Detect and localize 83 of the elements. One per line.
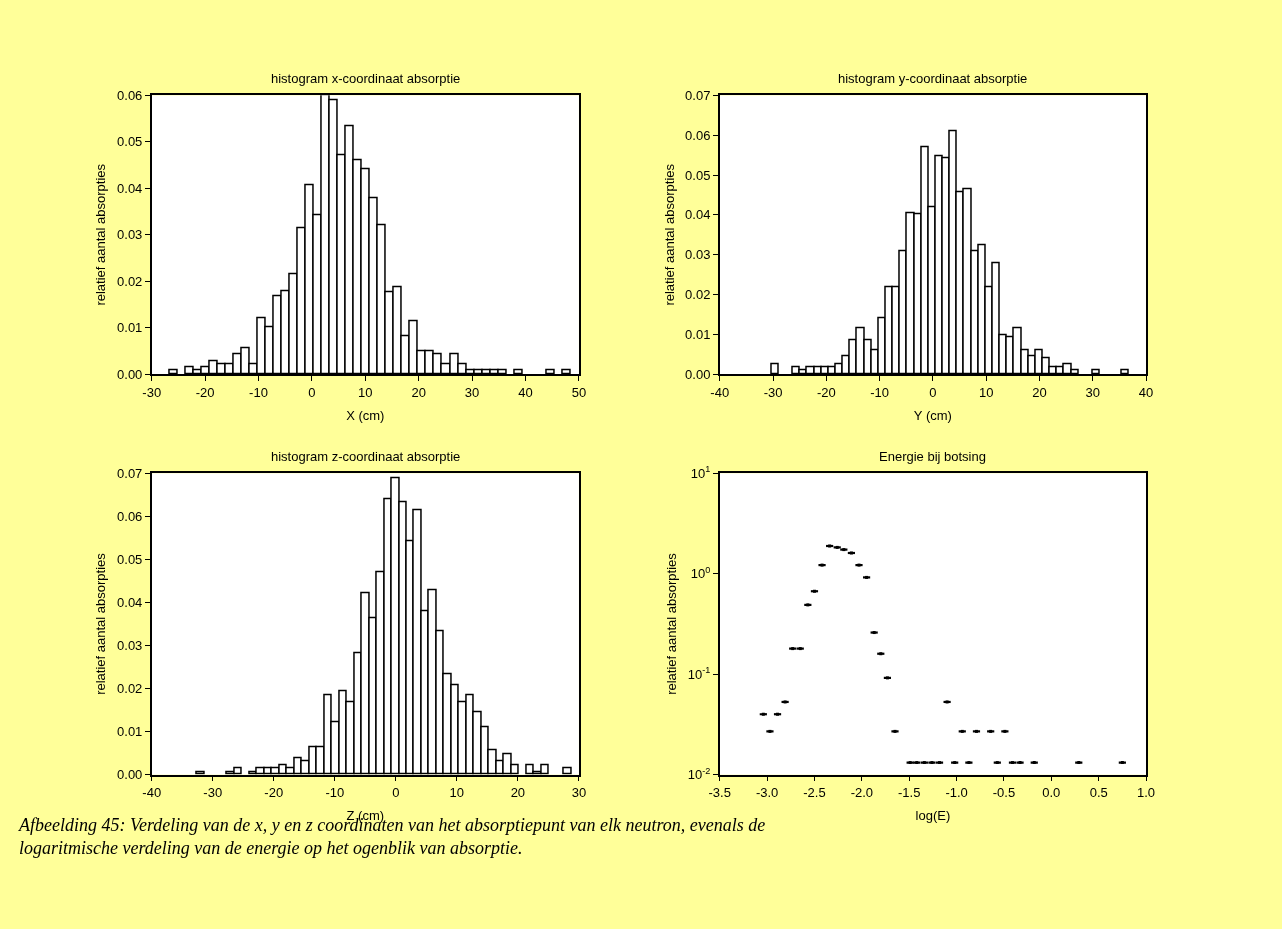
y-tick-label: 0.00 <box>117 366 143 382</box>
y-tick-label: 0.03 <box>117 638 143 654</box>
point <box>885 676 889 680</box>
y-tick-label: 10$^{1}$ <box>690 464 711 481</box>
x-tick-label: -40 <box>710 384 730 400</box>
point <box>812 589 816 593</box>
y-tick-label: 0.01 <box>685 326 711 342</box>
x-tick-label: -30 <box>142 384 162 400</box>
x-tick-label: 0 <box>929 384 937 400</box>
x-tick-label: 0.0 <box>1042 785 1061 801</box>
x-tick-label: -20 <box>264 785 284 801</box>
x-tick-label: -40 <box>142 785 162 801</box>
x-tick-label: 20 <box>510 785 526 801</box>
x-tick-label: 1.0 <box>1137 785 1156 801</box>
x-tick-label: 40 <box>1138 384 1154 400</box>
x-tick-label: -10 <box>249 384 268 400</box>
y-tick-label: 0.06 <box>685 127 711 143</box>
y-tick-label: 0.00 <box>117 767 143 783</box>
y-tick-label: 0.05 <box>685 167 711 183</box>
y-tick-label: 10$^{-2}$ <box>687 765 711 783</box>
x-tick-label: 30 <box>1085 384 1100 400</box>
y-tick-label: 0.07 <box>117 465 143 481</box>
chart-title: histogram z-coordinaat absorptie <box>271 449 461 464</box>
x-tick-label: -2.0 <box>850 785 874 801</box>
x-tick-label: 20 <box>1032 384 1047 400</box>
y-tick-label: 0.04 <box>117 180 143 196</box>
x-tick-label: -2.5 <box>803 785 826 801</box>
x-axis-title: Y (cm) <box>913 407 952 423</box>
x-tick-label: 30 <box>571 785 587 801</box>
point <box>776 712 780 716</box>
y-tick-label: 0.03 <box>685 247 711 263</box>
chart-title: histogram x-coordinaat absorptie <box>271 71 461 86</box>
x-axis-title: log(E) <box>915 808 951 824</box>
y-tick-label: 0.04 <box>117 595 143 611</box>
x-tick-label: -1.5 <box>898 785 921 801</box>
x-tick-label: 10 <box>449 785 465 801</box>
x-tick-label: -10 <box>870 384 889 400</box>
x-tick-label: 0 <box>308 384 316 400</box>
x-tick-label: 50 <box>571 384 587 400</box>
y-tick-label: 0.02 <box>117 681 143 697</box>
x-tick-label: 10 <box>978 384 994 400</box>
y-tick-label: 0.07 <box>685 87 711 103</box>
point <box>849 551 853 555</box>
x-tick-label: -3.5 <box>708 785 731 801</box>
x-tick-label: -3.0 <box>755 785 779 801</box>
x-tick-label: -30 <box>203 785 223 801</box>
y-tick-label: 0.04 <box>685 207 711 223</box>
y-tick-label: 0.05 <box>117 551 143 567</box>
x-tick-label: -30 <box>763 384 783 400</box>
y-tick-label: 0.03 <box>117 227 143 243</box>
chart-title: Energie bij botsing <box>879 449 986 464</box>
point <box>828 544 832 548</box>
point <box>922 761 926 765</box>
point <box>865 575 869 579</box>
x-tick-label: -0.5 <box>992 785 1016 801</box>
y-tick-label: 0.02 <box>685 287 711 303</box>
x-axis-title: X (cm) <box>346 407 385 423</box>
x-tick-label: 0.5 <box>1089 785 1108 801</box>
point <box>974 729 978 733</box>
x-tick-label: -20 <box>816 384 836 400</box>
y-axis-title: relatief aantal absorpties <box>661 163 677 306</box>
x-tick-label: 30 <box>464 384 480 400</box>
point <box>1120 761 1124 765</box>
y-axis-title: relatief aantal absorpties <box>664 552 680 695</box>
x-tick-label: 20 <box>411 384 426 400</box>
y-tick-label: 0.00 <box>685 366 711 382</box>
x-tick-label: -1.0 <box>945 785 968 801</box>
x-tick-label: -20 <box>195 384 215 400</box>
chart-title: histogram y-coordinaat absorptie <box>838 71 1028 86</box>
y-axis-title: relatief aantal absorpties <box>93 552 109 695</box>
x-tick-label: 0 <box>392 785 400 801</box>
y-tick-label: 0.06 <box>117 508 143 524</box>
y-tick-label: 0.06 <box>117 87 143 103</box>
y-tick-label: 0.01 <box>117 320 143 336</box>
y-tick-label: 10$^{-1}$ <box>687 665 711 682</box>
y-axis-title: relatief aantal absorpties <box>93 163 109 306</box>
y-tick-label: 10$^{0}$ <box>690 564 711 582</box>
y-tick-label: 0.02 <box>117 273 143 289</box>
x-tick-label: 10 <box>358 384 373 400</box>
x-tick-label: 40 <box>518 384 533 400</box>
y-tick-label: 0.01 <box>117 724 143 740</box>
x-tick-label: -10 <box>325 785 345 801</box>
y-tick-label: 0.05 <box>117 134 143 150</box>
